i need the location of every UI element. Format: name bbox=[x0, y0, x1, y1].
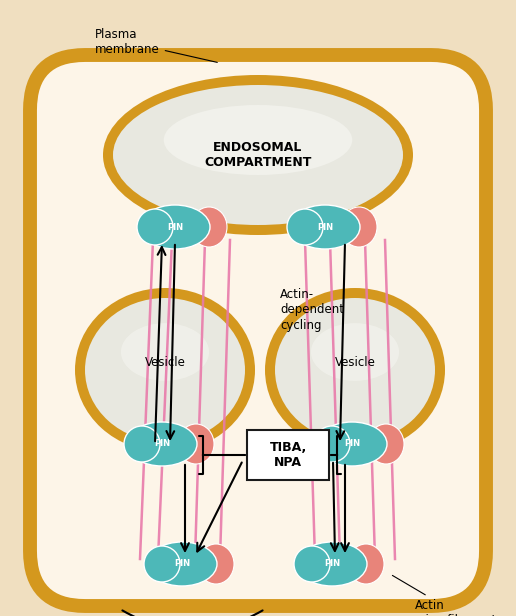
Ellipse shape bbox=[137, 209, 173, 245]
Ellipse shape bbox=[75, 288, 255, 452]
FancyBboxPatch shape bbox=[30, 55, 486, 606]
Ellipse shape bbox=[127, 422, 197, 466]
Ellipse shape bbox=[164, 105, 352, 175]
Ellipse shape bbox=[191, 207, 227, 247]
Ellipse shape bbox=[314, 426, 350, 462]
FancyBboxPatch shape bbox=[247, 430, 329, 480]
Ellipse shape bbox=[275, 298, 435, 442]
Text: ENDOSOMAL
COMPARTMENT: ENDOSOMAL COMPARTMENT bbox=[204, 141, 312, 169]
Ellipse shape bbox=[121, 323, 209, 381]
Text: PIN: PIN bbox=[324, 559, 340, 569]
Ellipse shape bbox=[113, 85, 403, 225]
Text: PIN: PIN bbox=[167, 222, 183, 232]
Ellipse shape bbox=[124, 426, 160, 462]
Ellipse shape bbox=[198, 544, 234, 584]
Text: PIN: PIN bbox=[344, 439, 360, 448]
Ellipse shape bbox=[368, 424, 404, 464]
Ellipse shape bbox=[147, 542, 217, 586]
Text: Plasma
membrane: Plasma membrane bbox=[95, 28, 217, 62]
Text: Actin-
dependent
cycling: Actin- dependent cycling bbox=[280, 288, 344, 331]
Text: TIBA,
NPA: TIBA, NPA bbox=[269, 441, 307, 469]
Text: Actin
microfilament: Actin microfilament bbox=[392, 575, 497, 616]
Text: PIN: PIN bbox=[174, 559, 190, 569]
Ellipse shape bbox=[290, 205, 360, 249]
Ellipse shape bbox=[85, 298, 245, 442]
Ellipse shape bbox=[317, 422, 387, 466]
Ellipse shape bbox=[294, 546, 330, 582]
Text: PIN: PIN bbox=[317, 222, 333, 232]
Ellipse shape bbox=[144, 546, 180, 582]
Text: PIN: PIN bbox=[154, 439, 170, 448]
Text: Vesicle: Vesicle bbox=[144, 355, 185, 368]
Ellipse shape bbox=[311, 323, 399, 381]
Ellipse shape bbox=[297, 542, 367, 586]
Text: Vesicle: Vesicle bbox=[334, 355, 376, 368]
Ellipse shape bbox=[287, 209, 323, 245]
Ellipse shape bbox=[341, 207, 377, 247]
Ellipse shape bbox=[178, 424, 214, 464]
Ellipse shape bbox=[140, 205, 210, 249]
Ellipse shape bbox=[348, 544, 384, 584]
Ellipse shape bbox=[103, 75, 413, 235]
Ellipse shape bbox=[265, 288, 445, 452]
